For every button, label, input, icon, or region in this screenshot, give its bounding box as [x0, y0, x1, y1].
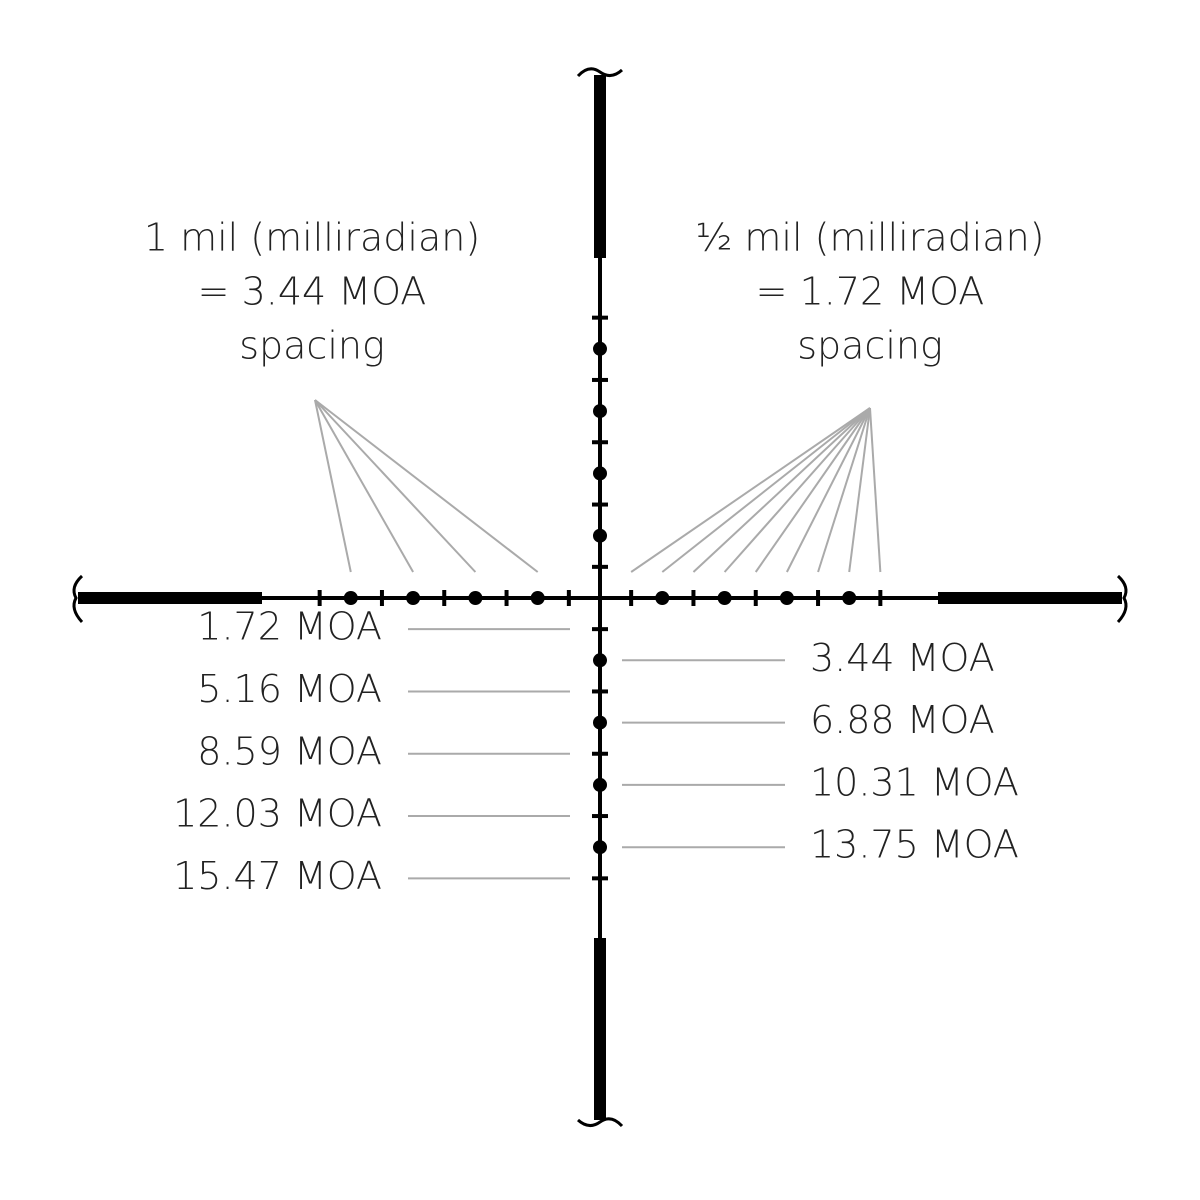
mil-dot — [593, 777, 607, 792]
moa-label: 6.88 MOA — [810, 698, 995, 742]
moa-label: 1.72 MOA — [197, 605, 382, 649]
note-line: = 3.44 MOA — [198, 270, 427, 314]
leader — [630, 407, 871, 573]
leader — [754, 407, 871, 573]
leader — [848, 407, 871, 573]
labels: 1 mil (milliradian) = 3.44 MOA spacing ½ mi… — [144, 216, 1045, 898]
leader — [692, 407, 871, 573]
mil-dot — [530, 591, 545, 605]
leader — [314, 399, 477, 573]
note-line: = 1.72 MOA — [756, 270, 985, 314]
moa-label: 8.59 MOA — [197, 729, 382, 773]
end-cap — [576, 67, 624, 78]
end-cap — [1116, 574, 1128, 624]
mil-dot — [593, 404, 607, 419]
leader — [314, 399, 414, 573]
leader — [314, 399, 539, 573]
end-cap — [72, 574, 84, 624]
leader — [786, 407, 871, 573]
mil-dot — [343, 591, 358, 605]
leader — [661, 407, 871, 573]
mil-dot — [779, 591, 794, 605]
leader — [817, 407, 871, 573]
leader — [314, 399, 352, 573]
mil-dot — [593, 715, 607, 730]
mil-dot — [655, 591, 670, 605]
moa-label: 15.47 MOA — [173, 854, 382, 898]
leader — [869, 407, 882, 573]
mil-dot — [593, 653, 607, 668]
mil-dot — [406, 591, 421, 605]
mil-dot — [593, 528, 607, 543]
moa-label: 5.16 MOA — [197, 667, 382, 711]
mil-dot — [842, 591, 857, 605]
note-line: 1 mil (milliradian) — [144, 216, 480, 260]
leader — [723, 407, 871, 573]
reticle — [72, 67, 1128, 1128]
mil-dot — [468, 591, 483, 605]
moa-label: 10.31 MOA — [810, 760, 1019, 804]
end-cap — [576, 1117, 624, 1128]
moa-label: 12.03 MOA — [173, 792, 382, 836]
moa-label: 13.75 MOA — [810, 823, 1019, 867]
note-line: spacing — [797, 324, 943, 368]
mil-dot — [593, 341, 607, 356]
leader-lines — [314, 399, 882, 880]
note-line: ½ mil (milliradian) — [696, 216, 1045, 260]
note-line: spacing — [239, 324, 385, 368]
reticle-marks — [317, 315, 883, 881]
mil-dot — [717, 591, 732, 605]
mil-dot — [593, 840, 607, 855]
moa-label: 3.44 MOA — [810, 636, 995, 680]
mil-dot — [593, 466, 607, 481]
